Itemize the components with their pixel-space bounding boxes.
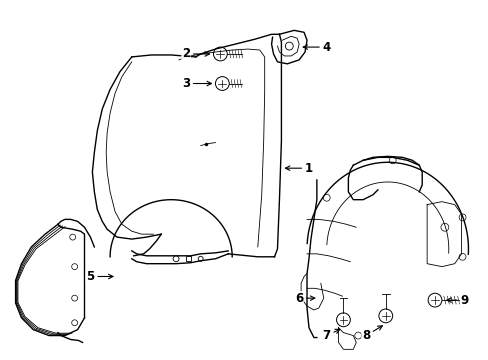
Text: 5: 5	[86, 270, 113, 283]
Text: 6: 6	[294, 292, 314, 305]
Text: 3: 3	[182, 77, 211, 90]
Text: 1: 1	[285, 162, 312, 175]
Bar	[185, 256, 190, 261]
Text: 4: 4	[303, 41, 330, 54]
Text: 9: 9	[446, 294, 468, 307]
Text: 7: 7	[322, 329, 339, 342]
Text: 2: 2	[182, 48, 209, 60]
Text: 8: 8	[361, 326, 382, 342]
